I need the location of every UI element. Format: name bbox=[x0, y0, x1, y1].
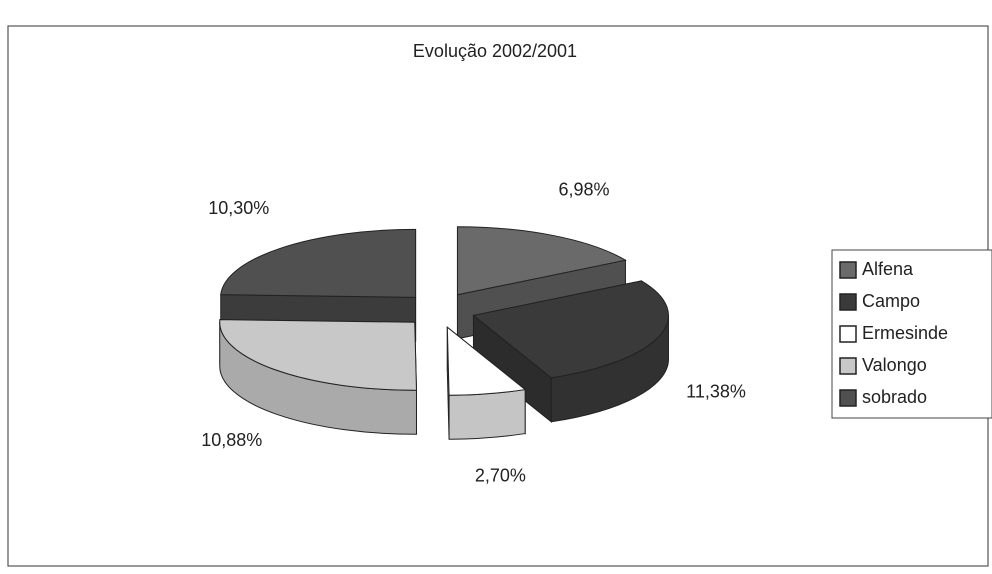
data-label: 11,38% bbox=[686, 382, 746, 402]
legend-label: Valongo bbox=[862, 355, 927, 375]
data-label: 10,88% bbox=[201, 430, 262, 450]
slice-top bbox=[446, 326, 527, 396]
legend-box bbox=[831, 249, 992, 419]
legend-label: Campo bbox=[862, 291, 920, 311]
data-label: 6,98% bbox=[558, 180, 609, 200]
legend-swatch bbox=[839, 389, 857, 407]
legend-swatch bbox=[839, 325, 857, 343]
legend-label: Ermesinde bbox=[862, 323, 948, 343]
slice bbox=[219, 319, 417, 435]
slice-top bbox=[219, 319, 417, 391]
legend-swatch bbox=[839, 357, 857, 375]
slice bbox=[472, 280, 669, 423]
legend-label: Alfena bbox=[862, 259, 914, 279]
slice bbox=[446, 326, 527, 440]
slice-side bbox=[448, 388, 526, 440]
slice-top bbox=[472, 280, 669, 379]
chart-title: Evolução 2002/2001 bbox=[413, 41, 577, 61]
legend-label: sobrado bbox=[862, 387, 927, 407]
data-label: 10,30% bbox=[208, 198, 269, 218]
legend-swatch bbox=[839, 261, 857, 279]
legend-swatch bbox=[839, 293, 857, 311]
data-label: 2,70% bbox=[475, 466, 526, 486]
slice-top bbox=[220, 228, 417, 298]
slice-top bbox=[456, 226, 627, 296]
